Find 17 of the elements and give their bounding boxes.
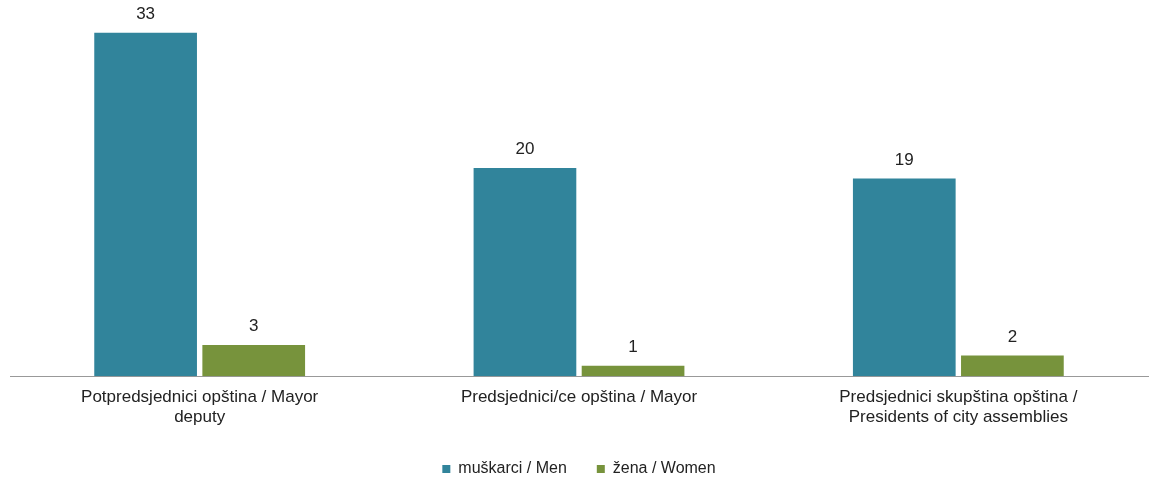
data-label: 20 (515, 139, 535, 159)
x-tick-label: Predsjednici/ce opština / Mayor (460, 387, 698, 407)
data-label: 2 (1007, 326, 1018, 346)
bar (202, 344, 306, 377)
x-tick-label: Potpredsjednici opština / Mayor deputy (81, 387, 319, 427)
data-label: 19 (894, 149, 914, 169)
legend-label: muškarci / Men (458, 459, 567, 477)
bar (852, 178, 956, 377)
x-tick-label: Predsjednici skupština opština / Presidents of city assemblies (839, 387, 1078, 427)
data-label: 1 (628, 336, 638, 356)
data-label: 33 (136, 4, 156, 23)
legend-label: žena / Women (612, 459, 716, 477)
bar (473, 168, 577, 377)
data-label: 3 (248, 316, 259, 336)
bar (94, 32, 197, 377)
bar (961, 355, 1064, 377)
bar (581, 365, 685, 377)
